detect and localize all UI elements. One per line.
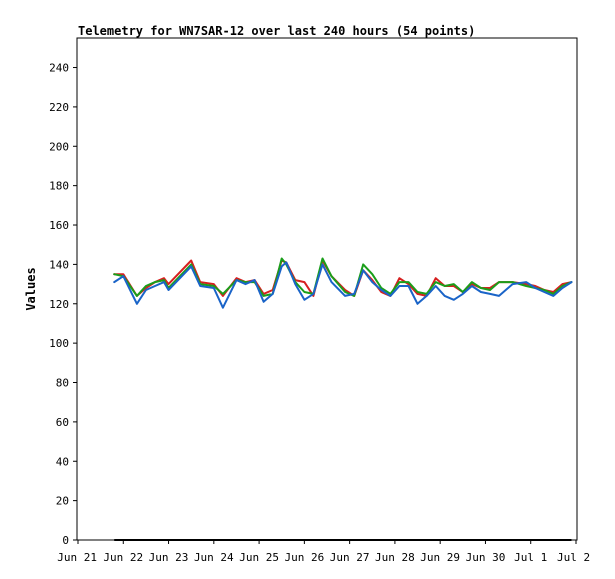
x-tick-label: Jun 25 bbox=[239, 551, 279, 564]
series-line-3 bbox=[113, 261, 573, 309]
y-tick-label: 0 bbox=[62, 534, 69, 547]
x-tick-label: Jun 23 bbox=[149, 551, 189, 564]
y-axis: 0 20 40 60 80 100 120 140 160 180 200 220 240 bbox=[49, 62, 77, 547]
x-tick-label: Jul 1 bbox=[514, 551, 547, 564]
x-tick-label: Jun 26 bbox=[284, 551, 324, 564]
y-tick-label: 160 bbox=[49, 219, 69, 232]
x-tick-label: Jun 24 bbox=[194, 551, 234, 564]
y-tick-label: 20 bbox=[56, 495, 69, 508]
y-tick-label: 200 bbox=[49, 140, 69, 153]
x-tick-label: Jun 21 bbox=[57, 551, 97, 564]
x-tick-label: Jun 28 bbox=[375, 551, 415, 564]
y-tick-label: 120 bbox=[49, 298, 69, 311]
x-tick-label: Jun 29 bbox=[420, 551, 460, 564]
x-tick-label: Jun 30 bbox=[466, 551, 506, 564]
x-axis: Jun 21 Jun 22 Jun 23 Jun 24 Jun 25 Jun 26 Jun … bbox=[57, 540, 590, 564]
y-tick-label: 100 bbox=[49, 337, 69, 350]
y-tick-label: 220 bbox=[49, 101, 69, 114]
x-tick-label: Jun 27 bbox=[330, 551, 370, 564]
y-tick-label: 180 bbox=[49, 180, 69, 193]
series-group bbox=[113, 257, 573, 309]
y-tick-label: 240 bbox=[49, 62, 69, 75]
chart-title: Telemetry for WN7SAR-12 over last 240 ho… bbox=[78, 24, 475, 38]
y-tick-label: 60 bbox=[56, 416, 69, 429]
y-axis-label: Values bbox=[24, 267, 38, 310]
x-tick-label: Jun 22 bbox=[103, 551, 143, 564]
y-tick-label: 80 bbox=[56, 377, 69, 390]
y-tick-label: 140 bbox=[49, 258, 69, 271]
x-tick-label: Jul 2 bbox=[557, 551, 590, 564]
plot-area bbox=[76, 37, 578, 541]
y-tick-label: 40 bbox=[56, 455, 69, 468]
